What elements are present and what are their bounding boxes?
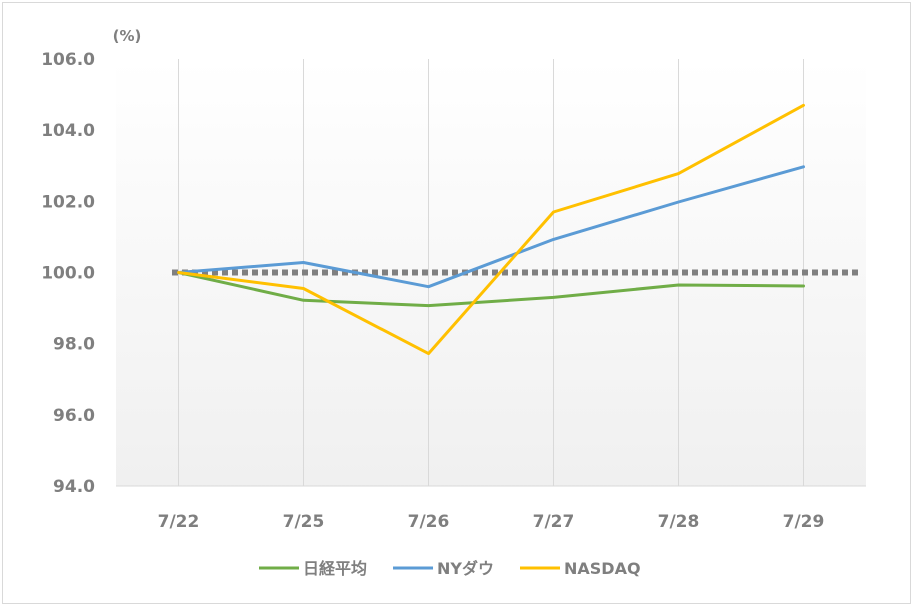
series-line-2 bbox=[177, 103, 805, 356]
y-tick-label: 104.0 bbox=[41, 121, 95, 141]
x-tick-label: 7/27 bbox=[533, 512, 575, 532]
y-tick-label: 98.0 bbox=[53, 335, 95, 355]
legend: 日経平均 NYダウ NASDAQ bbox=[259, 559, 641, 578]
plot-area bbox=[116, 59, 866, 486]
y-tick-label: 102.0 bbox=[41, 192, 95, 212]
series-line-0 bbox=[177, 271, 805, 308]
x-tick-label: 7/28 bbox=[658, 512, 700, 532]
series-line-1 bbox=[177, 165, 805, 289]
x-tick-label: 7/29 bbox=[783, 512, 825, 532]
legend-label-1: NYダウ bbox=[437, 559, 494, 578]
y-tick-label: 106.0 bbox=[41, 50, 95, 70]
x-tick-label: 7/22 bbox=[158, 512, 200, 532]
x-tick-label: 7/26 bbox=[408, 512, 450, 532]
x-tick-label: 7/25 bbox=[283, 512, 325, 532]
y-tick-label: 96.0 bbox=[53, 406, 95, 426]
legend-label-2: NASDAQ bbox=[564, 559, 641, 578]
y-tick-label: 100.0 bbox=[41, 264, 95, 284]
line-chart: 94.0 96.0 98.0 100.0 102.0 104.0 106.0 7/22 7/2… bbox=[41, 27, 866, 578]
unit-label: (%) bbox=[113, 27, 142, 45]
legend-label-0: 日経平均 bbox=[303, 559, 367, 578]
y-tick-label: 94.0 bbox=[53, 477, 95, 497]
